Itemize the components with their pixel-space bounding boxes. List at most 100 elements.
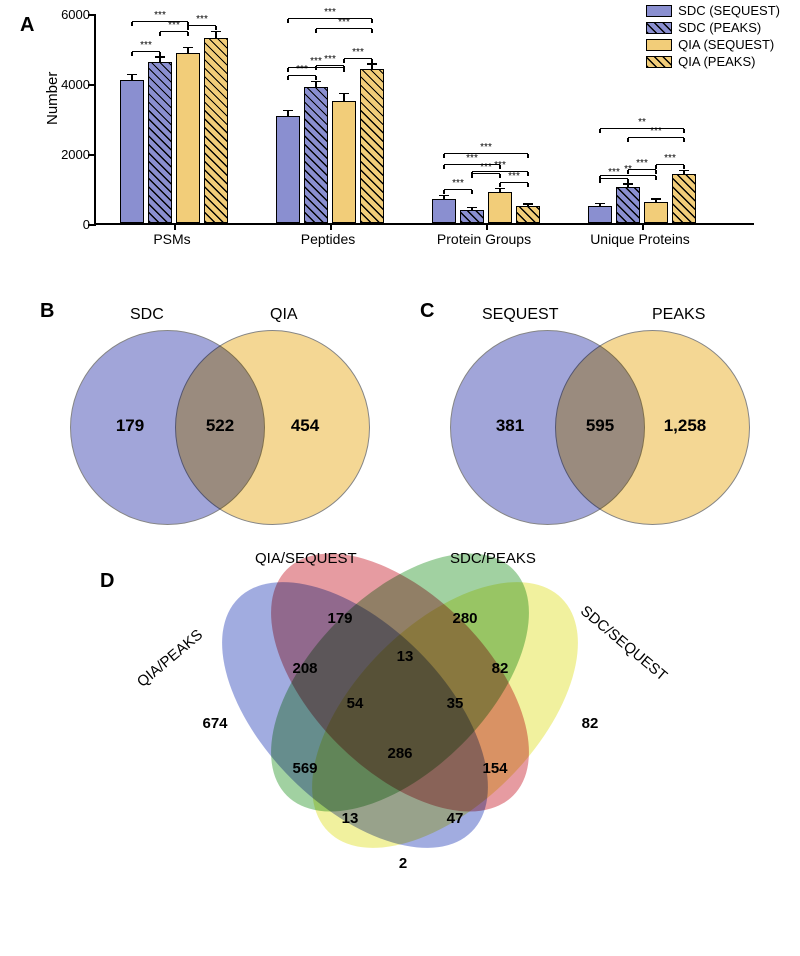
legend-swatch — [646, 39, 672, 51]
category-label: Peptides — [264, 231, 392, 247]
significance-marker: *** — [490, 160, 510, 171]
bar — [360, 69, 384, 223]
legend-label: QIA (PEAKS) — [678, 54, 755, 69]
significance-leg — [655, 170, 656, 174]
significance-leg — [371, 59, 372, 63]
panel-d-venn: QIA/PEAKS QIA/SEQUEST SDC/PEAKS SDC/SEQU… — [150, 560, 650, 950]
y-tick-label: 6000 — [50, 7, 90, 22]
error-cap — [495, 188, 505, 190]
legend-swatch — [646, 56, 672, 68]
bar — [588, 206, 612, 223]
significance-marker: *** — [660, 153, 680, 164]
venn4-set-label: QIA/SEQUEST — [255, 550, 357, 567]
significance-leg — [655, 176, 656, 180]
venn-count: 454 — [275, 416, 335, 436]
panel-a-chart: Number 0200040006000********************… — [40, 5, 780, 275]
bar — [672, 174, 696, 223]
legend-swatch — [646, 5, 672, 17]
significance-marker: *** — [320, 7, 340, 18]
bar — [516, 206, 540, 223]
significance-leg — [599, 176, 600, 180]
significance-leg — [599, 129, 600, 133]
significance-bracket — [600, 178, 628, 179]
significance-marker: *** — [504, 171, 524, 182]
venn4-count: 674 — [190, 715, 240, 732]
venn-set-label: PEAKS — [652, 306, 705, 324]
error-bar — [315, 82, 317, 86]
error-bar — [215, 32, 217, 37]
panel-d-label: D — [100, 570, 114, 593]
error-cap — [183, 47, 193, 49]
significance-marker: *** — [462, 153, 482, 164]
significance-leg — [159, 52, 160, 56]
venn4-count: 82 — [475, 660, 525, 677]
bar — [488, 192, 512, 224]
significance-bracket — [288, 18, 372, 19]
y-tick-label: 0 — [50, 217, 90, 232]
figure-root: A Number 0200040006000******************… — [0, 0, 800, 956]
category-label: PSMs — [108, 231, 236, 247]
legend-swatch — [646, 22, 672, 34]
bar — [304, 87, 328, 224]
x-tick — [642, 223, 644, 230]
error-bar — [627, 185, 629, 187]
error-cap — [367, 63, 377, 65]
venn4-count: 13 — [380, 648, 430, 665]
error-cap — [467, 207, 477, 209]
error-bar — [599, 204, 601, 206]
error-cap — [211, 31, 221, 33]
bar — [148, 62, 172, 223]
error-cap — [679, 170, 689, 172]
y-tick-label: 2000 — [50, 147, 90, 162]
venn4-count: 179 — [315, 610, 365, 627]
significance-bracket — [160, 31, 188, 32]
error-cap — [155, 56, 165, 58]
significance-bracket — [188, 25, 216, 26]
significance-leg — [471, 172, 472, 176]
significance-leg — [527, 183, 528, 187]
legend-item: QIA (SEQUEST) — [646, 37, 780, 52]
significance-bracket — [628, 137, 684, 138]
error-bar — [683, 171, 685, 174]
error-cap — [339, 93, 349, 95]
venn4-count: 286 — [375, 745, 425, 762]
error-bar — [187, 48, 189, 53]
legend-label: SDC (PEAKS) — [678, 20, 761, 35]
significance-leg — [499, 174, 500, 178]
venn-count: 595 — [570, 416, 630, 436]
significance-marker: ** — [632, 117, 652, 128]
error-cap — [127, 74, 137, 76]
bar — [176, 53, 200, 223]
legend-label: SDC (SEQUEST) — [678, 3, 780, 18]
significance-bracket — [600, 128, 684, 129]
significance-bracket — [472, 173, 500, 174]
error-bar — [527, 205, 529, 206]
x-tick — [174, 223, 176, 230]
significance-bracket — [316, 28, 372, 29]
venn4-count: 35 — [430, 695, 480, 712]
significance-leg — [527, 172, 528, 176]
significance-leg — [343, 59, 344, 63]
bar — [276, 116, 300, 223]
error-cap — [523, 203, 533, 205]
bar — [616, 187, 640, 223]
significance-bracket — [344, 58, 372, 59]
venn-count: 522 — [190, 416, 250, 436]
y-tick-label: 4000 — [50, 77, 90, 92]
significance-leg — [627, 138, 628, 142]
legend-item: SDC (PEAKS) — [646, 20, 780, 35]
significance-leg — [287, 19, 288, 23]
significance-leg — [443, 165, 444, 169]
venn4-set-label: QIA/PEAKS — [134, 626, 206, 690]
bar — [332, 101, 356, 224]
significance-leg — [187, 26, 188, 30]
significance-bracket — [444, 189, 472, 190]
significance-leg — [683, 129, 684, 133]
x-tick — [330, 223, 332, 230]
error-cap — [283, 110, 293, 112]
error-bar — [287, 111, 289, 116]
error-cap — [439, 195, 449, 197]
venn-count: 1,258 — [655, 416, 715, 436]
venn-count: 179 — [100, 416, 160, 436]
significance-marker: *** — [448, 178, 468, 189]
